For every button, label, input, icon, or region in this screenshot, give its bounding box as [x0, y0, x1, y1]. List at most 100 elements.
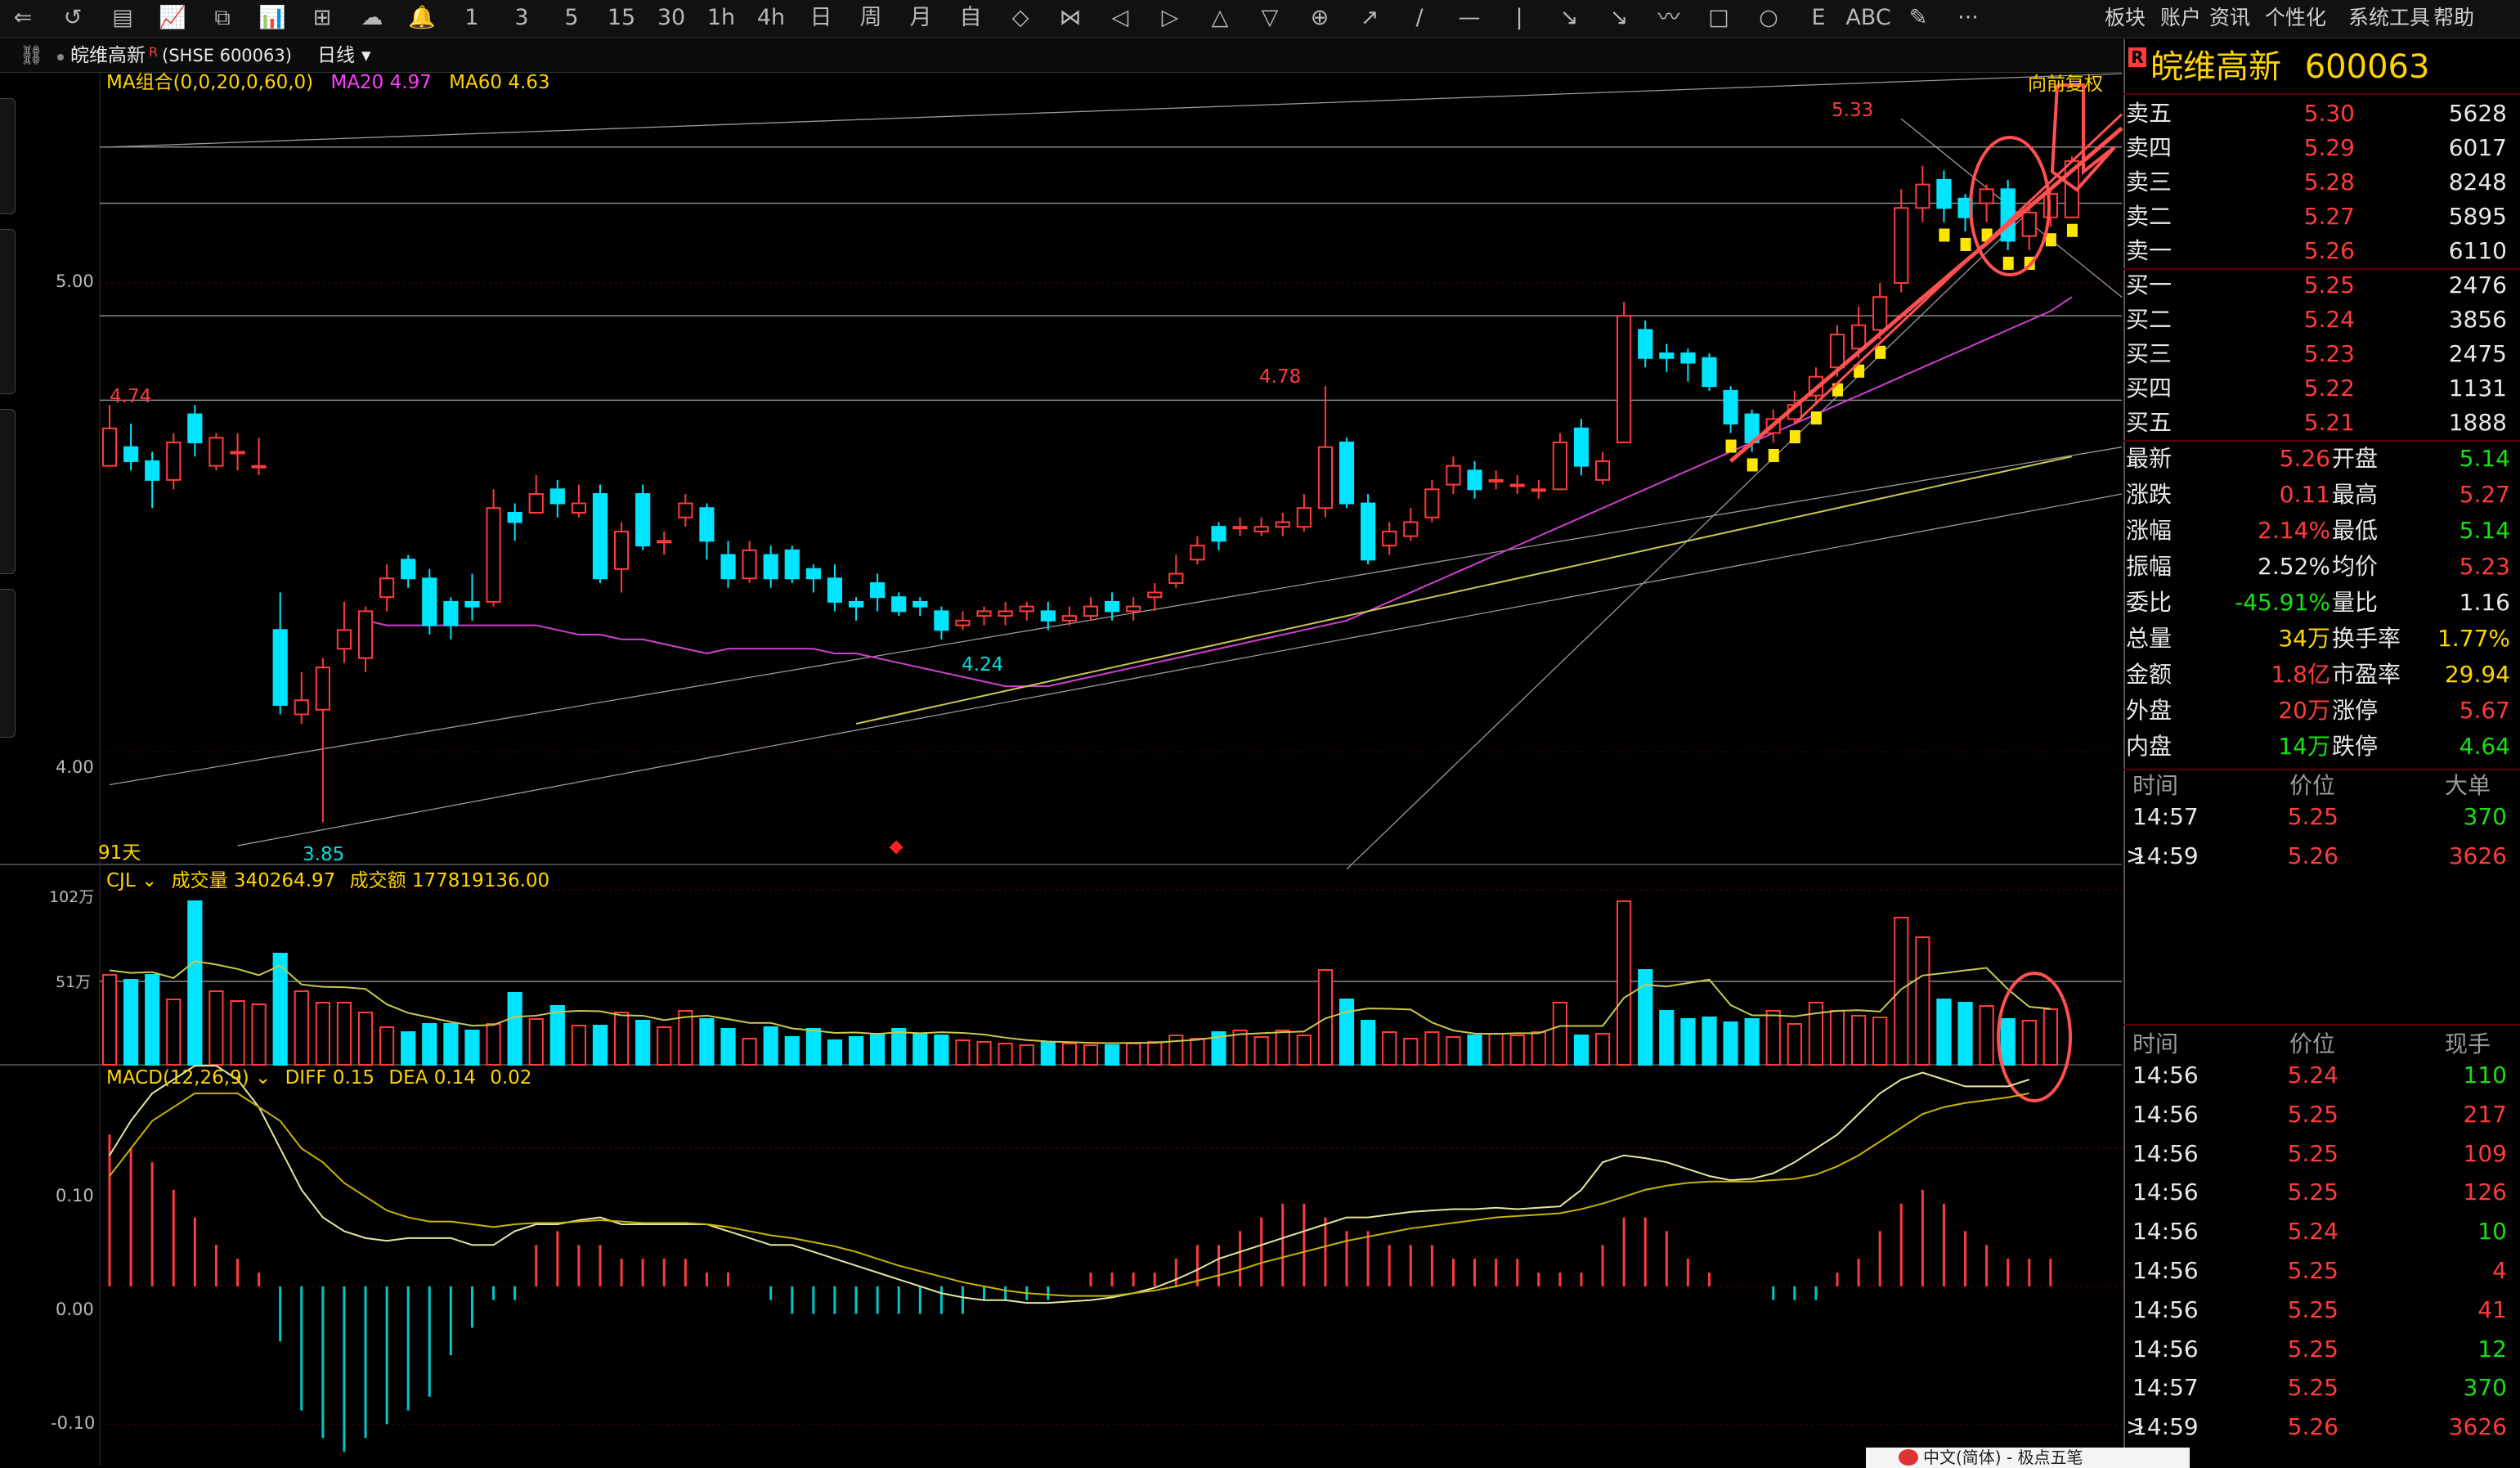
side-tab[interactable] [0, 589, 16, 738]
stat-row[interactable]: 总量 34万 换手率 1.77% [2126, 622, 2517, 656]
tool-button[interactable]: △ [1211, 5, 1229, 30]
tool-button[interactable]: 30 [657, 5, 686, 30]
tool-button[interactable]: / [1415, 5, 1424, 30]
ask-row[interactable]: 卖二 5.27 5895 [2126, 200, 2517, 234]
tick-row[interactable]: 14:56 5.25 126 [2126, 1175, 2517, 1210]
tool-button[interactable]: | [1515, 5, 1523, 30]
tool-button[interactable]: ✎ [1908, 5, 1928, 30]
bid-row[interactable]: 买一 5.25 2476 [2126, 268, 2517, 303]
period-select[interactable]: 日线 [317, 45, 355, 66]
link-icon[interactable]: ⛓ [20, 45, 44, 66]
tool-button[interactable]: 📈 [159, 5, 186, 30]
stat-row[interactable]: 金额 1.8亿 市盈率 29.94 [2126, 658, 2517, 692]
tool-button[interactable]: 1 [464, 5, 479, 30]
tool-button[interactable]: 〰 [1657, 5, 1680, 30]
big-order-row[interactable]: >14:59 5.26 3626 [2126, 839, 2517, 873]
tool-button[interactable]: 🔔 [408, 5, 436, 30]
tick-row[interactable]: 14:56 5.25 41 [2126, 1293, 2517, 1327]
tool-button[interactable]: ▤ [112, 5, 133, 30]
menu-item[interactable]: 系统工具 [2348, 6, 2431, 29]
adjust-label[interactable]: 向前复权 [2028, 74, 2103, 95]
tool-button[interactable]: ⧉ [214, 5, 231, 30]
ask-row[interactable]: 卖一 5.26 6110 [2126, 234, 2517, 268]
tool-button[interactable]: 15 [607, 5, 636, 30]
tool-button[interactable]: 3 [514, 5, 529, 30]
ask-row[interactable]: 卖五 5.30 5628 [2126, 97, 2517, 131]
tick-header[interactable]: 时间 价位 现手 [2126, 1027, 2517, 1062]
tool-button[interactable]: ▽ [1261, 5, 1279, 30]
side-tab[interactable] [0, 229, 16, 394]
tick-row[interactable]: 14:56 5.24 110 [2126, 1058, 2517, 1093]
tick-row[interactable]: 14:56 5.25 12 [2126, 1332, 2517, 1367]
tool-button[interactable]: 4h [756, 5, 786, 30]
tool-button[interactable]: ◁ [1111, 5, 1129, 30]
ma-label[interactable]: MA组合(0,0,20,0,60,0) [106, 72, 314, 93]
tool-button[interactable]: ⇐ [13, 5, 33, 30]
tool-button[interactable]: ⋈ [1059, 5, 1082, 30]
macd-value: 0.02 [490, 1067, 532, 1089]
stat-row[interactable]: 内盘 14万 跌停 4.64 [2126, 730, 2517, 764]
stat-row[interactable]: 涨跌 0.11 最高 5.27 [2126, 478, 2517, 512]
tool-button[interactable]: 自 [959, 5, 982, 30]
big-orders-header[interactable]: 时间 价位 大单 [2126, 769, 2517, 803]
bid-row[interactable]: 买四 5.22 1131 [2126, 371, 2517, 406]
ime-bar[interactable]: 中文(简体) - 极点五笔 [1866, 1448, 2190, 1468]
stat-row[interactable]: 外盘 20万 涨停 5.67 [2126, 694, 2517, 728]
ask-row[interactable]: 卖三 5.28 8248 [2126, 165, 2517, 200]
bid-row[interactable]: 买五 5.21 1888 [2126, 406, 2517, 440]
tool-button[interactable]: 📊 [258, 5, 286, 30]
tool-button[interactable]: — [1458, 5, 1481, 30]
tool-button[interactable]: ⊞ [312, 5, 332, 30]
tick-row[interactable]: 14:56 5.25 217 [2126, 1098, 2517, 1132]
tick-row[interactable]: 14:57 5.25 370 [2126, 1371, 2517, 1405]
volume-bar [2000, 1018, 2016, 1066]
menu-item[interactable]: 个性化 [2265, 6, 2327, 29]
big-order-row[interactable]: 14:57 5.25 370 [2126, 800, 2517, 834]
tick-row[interactable]: >14:59 5.26 3626 [2126, 1410, 2517, 1444]
tool-button[interactable]: ··· [1957, 5, 1979, 30]
side-tab[interactable] [0, 409, 16, 574]
stat-row[interactable]: 最新 5.26 开盘 5.14 [2126, 442, 2517, 476]
tool-button[interactable]: ○ [1759, 5, 1778, 30]
cjl-label[interactable]: CJL [106, 870, 136, 891]
bid-row[interactable]: 买二 5.24 3856 [2126, 303, 2517, 337]
chevron-down-icon[interactable]: ⌄ [255, 1067, 271, 1089]
tool-button[interactable]: 日 [809, 5, 832, 30]
tool-button[interactable]: 1h [706, 5, 736, 30]
stat-row[interactable]: 涨幅 2.14% 最低 5.14 [2126, 514, 2517, 548]
chevron-down-icon[interactable]: ⌄ [141, 870, 158, 891]
tool-button[interactable]: ↘ [1609, 5, 1629, 30]
tool-button[interactable]: ABC [1845, 5, 1891, 30]
tool-button[interactable]: ⊕ [1310, 5, 1330, 30]
volume-bar [166, 999, 182, 1066]
ma20-value: 4.97 [389, 72, 432, 93]
chevron-down-icon[interactable]: ▾ [361, 45, 371, 66]
tick-row[interactable]: 14:56 5.25 109 [2126, 1137, 2517, 1171]
chart-area[interactable] [0, 0, 2123, 1468]
stat-row[interactable]: 振幅 2.52% 均价 5.23 [2126, 550, 2517, 584]
tool-button[interactable]: □ [1708, 5, 1729, 30]
menu-item[interactable]: 资讯 [2209, 6, 2251, 29]
candle-body [336, 629, 352, 650]
tool-button[interactable]: 月 [909, 5, 932, 30]
tool-button[interactable]: ↘ [1559, 5, 1579, 30]
tool-button[interactable]: 5 [564, 5, 579, 30]
tool-button[interactable]: E [1811, 5, 1826, 30]
tool-button[interactable]: ↗ [1360, 5, 1379, 30]
menu-item[interactable]: 板块 [2105, 6, 2146, 29]
tool-button[interactable]: ◇ [1011, 5, 1029, 30]
tick-volume: 370 [2463, 1374, 2507, 1402]
stat-row[interactable]: 委比 -45.91% 量比 1.16 [2126, 586, 2517, 620]
tool-button[interactable]: 周 [859, 5, 882, 30]
tick-row[interactable]: 14:56 5.25 4 [2126, 1254, 2517, 1288]
tool-button[interactable]: ↺ [63, 5, 83, 30]
tick-row[interactable]: 14:56 5.24 10 [2126, 1214, 2517, 1249]
menu-item[interactable]: 帮助 [2433, 6, 2475, 29]
ask-row[interactable]: 卖四 5.29 6017 [2126, 131, 2517, 165]
tool-button[interactable]: ☁ [361, 5, 383, 30]
bid-row[interactable]: 买三 5.23 2475 [2126, 337, 2517, 371]
tool-button[interactable]: ▷ [1161, 5, 1179, 30]
macd-label[interactable]: MACD(12,26,9) [106, 1067, 249, 1089]
side-tab[interactable] [0, 98, 16, 214]
menu-item[interactable]: 账户 [2160, 6, 2202, 29]
